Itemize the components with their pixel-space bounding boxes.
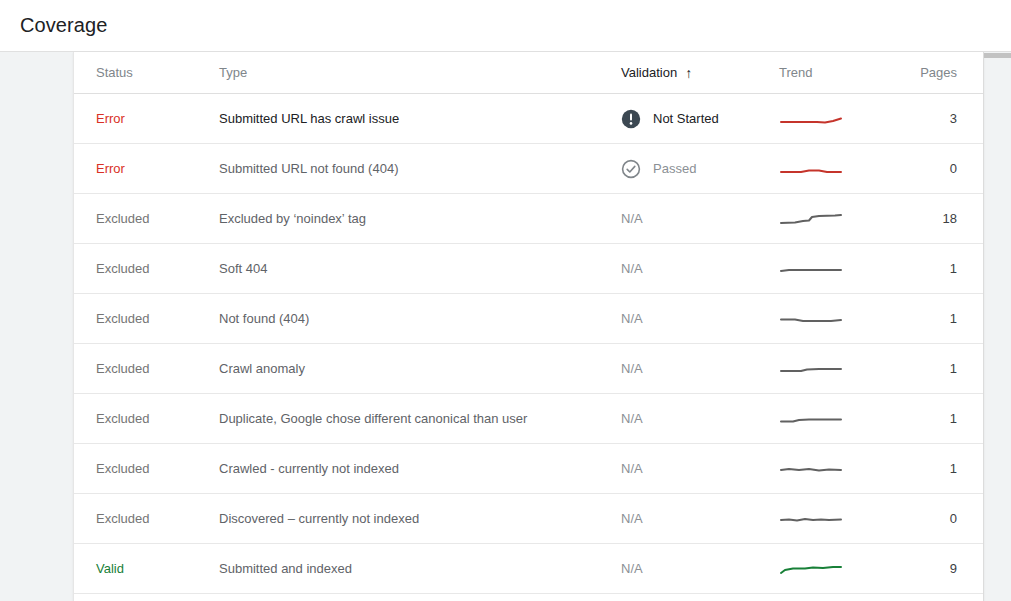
table-row[interactable]: ValidSubmitted and indexedN/A 9 — [74, 544, 983, 594]
validation-state-label: N/A — [621, 361, 643, 376]
status-label: Excluded — [96, 261, 219, 276]
type-label: Crawled - currently not indexed — [219, 461, 621, 476]
status-label: Excluded — [96, 311, 219, 326]
pages-count: 1 — [884, 411, 957, 426]
column-header-pages[interactable]: Pages — [884, 65, 957, 80]
validation-cell: N/A — [621, 461, 779, 476]
type-label: Crawl anomaly — [219, 361, 621, 376]
check-circle-icon — [621, 159, 641, 179]
type-label: Excluded by ‘noindex’ tag — [219, 211, 621, 226]
sort-ascending-icon: ↑ — [685, 65, 692, 81]
table-row[interactable]: ExcludedDuplicate, Google chose differen… — [74, 394, 983, 444]
sparkline-chart — [779, 260, 845, 278]
pages-count: 0 — [884, 511, 957, 526]
trend-sparkline — [779, 510, 884, 528]
status-label: Excluded — [96, 411, 219, 426]
validation-state-label: N/A — [621, 511, 643, 526]
type-label: Submitted URL has crawl issue — [219, 111, 621, 126]
validation-state-label: Passed — [653, 161, 696, 176]
status-label: Valid — [96, 561, 219, 576]
sparkline-chart — [779, 360, 845, 378]
table-row[interactable]: ExcludedExcluded by ‘noindex’ tagN/A 18 — [74, 194, 983, 244]
type-label: Duplicate, Google chose different canoni… — [219, 411, 621, 426]
pages-count: 9 — [884, 561, 957, 576]
trend-sparkline — [779, 460, 884, 478]
status-label: Excluded — [96, 511, 219, 526]
pages-count: 1 — [884, 461, 957, 476]
column-header-type[interactable]: Type — [219, 65, 621, 80]
validation-state-label: N/A — [621, 561, 643, 576]
validation-cell: N/A — [621, 211, 779, 226]
pages-count: 18 — [884, 211, 957, 226]
status-label: Excluded — [96, 461, 219, 476]
sparkline-chart — [779, 460, 845, 478]
sparkline-chart — [779, 510, 845, 528]
table-row[interactable]: ErrorSubmitted URL not found (404) Passed… — [74, 144, 983, 194]
page-title: Coverage — [20, 14, 108, 37]
validation-state-label: Not Started — [653, 111, 719, 126]
table-row[interactable]: ErrorSubmitted URL has crawl issue Not St… — [74, 94, 983, 144]
status-label: Error — [96, 161, 219, 176]
validation-state-label: N/A — [621, 461, 643, 476]
pages-count: 1 — [884, 311, 957, 326]
coverage-table-card: Status Type Validation ↑ Trend Pages Err… — [73, 52, 984, 601]
validation-state-label: N/A — [621, 311, 643, 326]
table-row[interactable]: ExcludedCrawl anomalyN/A 1 — [74, 344, 983, 394]
pages-count: 0 — [884, 161, 957, 176]
trend-sparkline — [779, 410, 884, 428]
validation-cell: N/A — [621, 261, 779, 276]
trend-sparkline — [779, 110, 884, 128]
validation-cell: Passed — [621, 159, 779, 179]
page-header: Coverage — [0, 0, 1011, 52]
type-label: Discovered – currently not indexed — [219, 511, 621, 526]
sparkline-chart — [779, 210, 845, 228]
scrollbar-thumb[interactable] — [984, 53, 1011, 58]
trend-sparkline — [779, 560, 884, 578]
sparkline-chart — [779, 410, 845, 428]
error-filled-icon — [621, 109, 641, 129]
validation-state-label: N/A — [621, 261, 643, 276]
table-header: Status Type Validation ↑ Trend Pages — [74, 52, 983, 94]
table-row[interactable]: ExcludedDiscovered – currently not index… — [74, 494, 983, 544]
table-body: ErrorSubmitted URL has crawl issueNot St… — [74, 94, 983, 594]
sparkline-chart — [779, 110, 845, 128]
type-label: Submitted and indexed — [219, 561, 621, 576]
column-header-validation-label: Validation — [621, 65, 677, 80]
pages-count: 1 — [884, 261, 957, 276]
column-header-trend[interactable]: Trend — [779, 65, 884, 80]
validation-state-label: N/A — [621, 411, 643, 426]
trend-sparkline — [779, 160, 884, 178]
type-label: Soft 404 — [219, 261, 621, 276]
status-label: Excluded — [96, 361, 219, 376]
type-label: Submitted URL not found (404) — [219, 161, 621, 176]
sparkline-chart — [779, 560, 845, 578]
column-header-validation[interactable]: Validation ↑ — [621, 65, 779, 81]
pages-count: 1 — [884, 361, 957, 376]
type-label: Not found (404) — [219, 311, 621, 326]
column-header-status[interactable]: Status — [96, 65, 219, 80]
table-row[interactable]: ExcludedNot found (404)N/A 1 — [74, 294, 983, 344]
trend-sparkline — [779, 260, 884, 278]
pages-count: 3 — [884, 111, 957, 126]
sparkline-chart — [779, 310, 845, 328]
trend-sparkline — [779, 310, 884, 328]
status-label: Error — [96, 111, 219, 126]
validation-cell: N/A — [621, 311, 779, 326]
status-label: Excluded — [96, 211, 219, 226]
table-row[interactable]: ExcludedCrawled - currently not indexedN… — [74, 444, 983, 494]
trend-sparkline — [779, 210, 884, 228]
validation-cell: N/A — [621, 411, 779, 426]
validation-cell: N/A — [621, 511, 779, 526]
sparkline-chart — [779, 160, 845, 178]
table-row[interactable]: ExcludedSoft 404N/A 1 — [74, 244, 983, 294]
validation-cell: N/A — [621, 361, 779, 376]
trend-sparkline — [779, 360, 884, 378]
validation-cell: Not Started — [621, 109, 779, 129]
validation-cell: N/A — [621, 561, 779, 576]
validation-state-label: N/A — [621, 211, 643, 226]
